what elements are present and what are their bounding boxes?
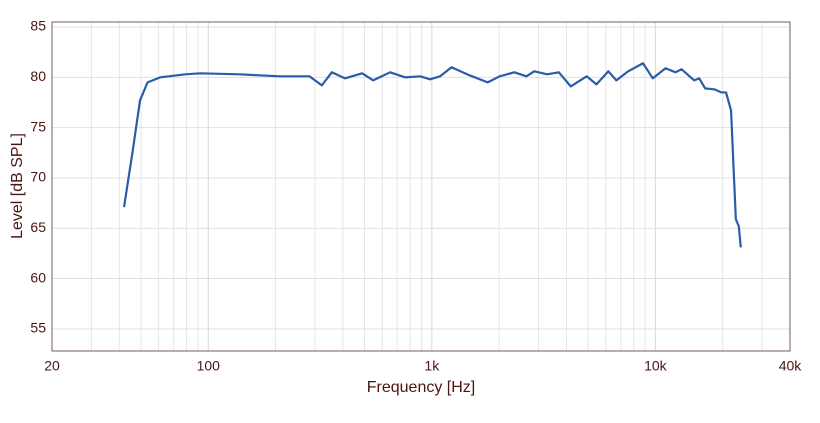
x-tick-label: 1k xyxy=(424,358,440,374)
plot-frame xyxy=(51,21,791,352)
y-tick-label: 60 xyxy=(30,269,46,285)
x-axis-label: Frequency [Hz] xyxy=(367,379,475,396)
y-tick-label: 70 xyxy=(30,169,46,185)
y-tick-label: 75 xyxy=(30,118,46,134)
y-tick-label: 85 xyxy=(30,18,46,34)
y-tick-label: 80 xyxy=(30,68,46,84)
x-tick-label: 20 xyxy=(44,358,60,374)
y-tick-label: 55 xyxy=(30,320,46,336)
x-tick-label: 10k xyxy=(644,358,668,374)
x-tick-label: 40k xyxy=(779,358,803,374)
y-tick-label: 65 xyxy=(30,219,46,235)
y-axis-label: Level [dB SPL] xyxy=(9,133,26,239)
series-line xyxy=(122,62,742,248)
x-tick-label: 100 xyxy=(197,358,221,374)
